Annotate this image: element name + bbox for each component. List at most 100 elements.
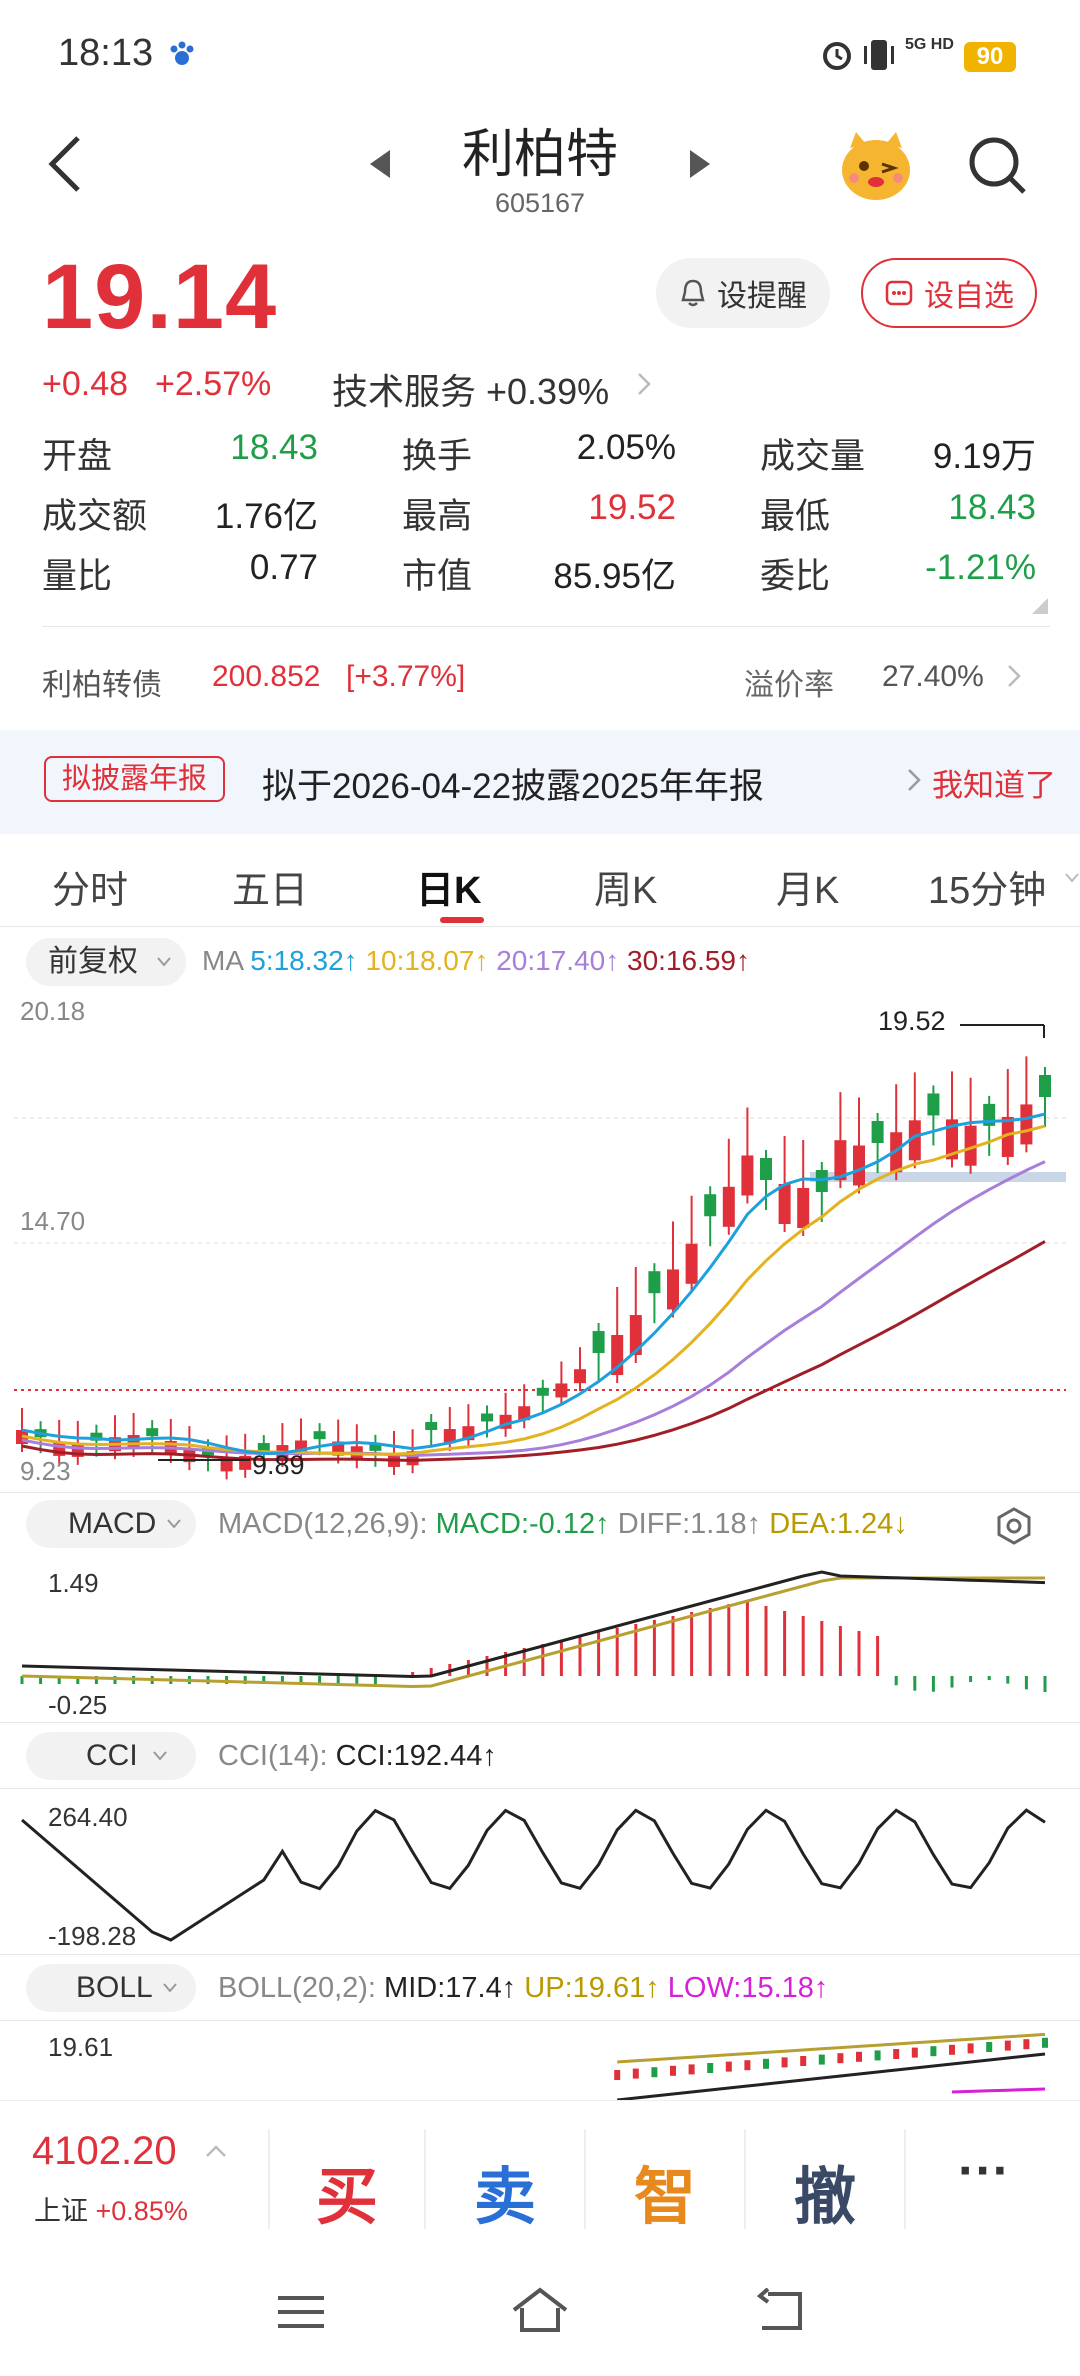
- prev-stock-icon[interactable]: [366, 148, 392, 180]
- ma5-value: 5:18.32↑: [250, 945, 358, 976]
- tab-0[interactable]: 分时: [52, 870, 129, 912]
- macd-bar: [727, 1604, 731, 1676]
- candle: [1001, 1116, 1014, 1157]
- price-zone-bar: [810, 1172, 1066, 1182]
- adjust-dropdown[interactable]: 前复权: [26, 938, 186, 986]
- macd-bar: [745, 1600, 749, 1676]
- stat-label: 开盘: [42, 437, 113, 476]
- home-icon[interactable]: [510, 2286, 570, 2336]
- macd-chart[interactable]: 1.49 -0.25: [0, 1556, 1080, 1720]
- macd-bar: [504, 1652, 508, 1676]
- chevron-right-icon: [638, 373, 651, 395]
- macd-bar: [783, 1611, 787, 1676]
- boll-dropdown[interactable]: BOLL: [26, 1964, 196, 2012]
- boll-chart[interactable]: 19.61: [0, 2022, 1080, 2100]
- high-marker: 19.52: [878, 1006, 946, 1036]
- macd-bar: [671, 1616, 675, 1676]
- tab-3[interactable]: 周K: [594, 870, 658, 912]
- candle: [667, 1269, 679, 1310]
- set-alert-button[interactable]: 设提醒: [656, 258, 830, 328]
- back-nav-icon[interactable]: [754, 2288, 808, 2334]
- sell-button[interactable]: 卖: [474, 2163, 537, 2232]
- candle: [853, 1145, 865, 1186]
- boll-candle: [967, 2043, 974, 2054]
- battery-level: 90: [964, 42, 1016, 72]
- boll-candle: [930, 2046, 937, 2057]
- boll-candle: [1023, 2039, 1030, 2050]
- boll-candle: [670, 2065, 676, 2076]
- stat-value: 18.43: [230, 428, 318, 467]
- sector-link[interactable]: 技术服务 +0.39%: [332, 371, 610, 412]
- boll-candle: [986, 2042, 993, 2052]
- candle: [648, 1271, 661, 1294]
- kline-chart[interactable]: 20.18 14.70 9.23 19.52 9.89: [0, 990, 1080, 1490]
- cci-chart[interactable]: 264.40 -198.28: [0, 1790, 1080, 1952]
- bond-price: 200.852: [212, 660, 321, 693]
- macd-bar: [559, 1640, 563, 1676]
- macd-bar: [690, 1612, 694, 1676]
- macd-bar: [597, 1632, 601, 1676]
- macd-bar: [336, 1676, 340, 1684]
- boll-candle: [707, 2063, 714, 2073]
- stat-value: 19.52: [588, 488, 676, 527]
- tab-1[interactable]: 五日: [232, 870, 309, 912]
- alarm-icon: [823, 42, 851, 70]
- macd-bar: [615, 1628, 619, 1676]
- macd-bar: [894, 1676, 898, 1686]
- notice-tag: 拟披露年报: [44, 756, 226, 802]
- cancel-order-button[interactable]: 撤: [794, 2163, 857, 2232]
- macd-bar: [1043, 1676, 1047, 1692]
- menu-icon[interactable]: [276, 2292, 326, 2332]
- back-icon[interactable]: [44, 134, 84, 194]
- candle: [313, 1431, 326, 1440]
- macd-bar: [1024, 1676, 1028, 1690]
- ma30-line: [21, 1240, 1046, 1462]
- settings-icon[interactable]: [994, 1506, 1034, 1546]
- expand-corner-icon[interactable]: [1032, 598, 1048, 614]
- candle: [741, 1155, 754, 1196]
- tab-4[interactable]: 月K: [776, 870, 840, 912]
- boll-y-top: 19.61: [48, 2032, 113, 2062]
- macd-bar: [950, 1676, 954, 1688]
- cci-dropdown[interactable]: CCI: [26, 1732, 196, 1780]
- candle: [629, 1315, 642, 1356]
- chevron-down-icon[interactable]: [1064, 872, 1080, 884]
- macd-dropdown[interactable]: MACD: [26, 1500, 196, 1548]
- macd-bar: [355, 1676, 359, 1684]
- macd-bar: [913, 1676, 917, 1691]
- y-axis-bottom: 9.23: [20, 1456, 71, 1486]
- bond-change: [+3.77%]: [346, 660, 466, 693]
- macd-bar: [39, 1676, 43, 1684]
- candle: [146, 1428, 159, 1437]
- boll-candle: [632, 2068, 639, 2079]
- macd-bar: [20, 1676, 24, 1684]
- search-icon[interactable]: [966, 134, 1030, 198]
- next-stock-icon[interactable]: [688, 148, 714, 180]
- chevron-up-icon[interactable]: [204, 2143, 228, 2159]
- tab-2[interactable]: 日K: [416, 870, 482, 912]
- index-value[interactable]: 4102.20: [32, 2129, 177, 2173]
- candle: [257, 1443, 270, 1452]
- bond-name[interactable]: 利柏转债: [42, 669, 162, 702]
- more-button[interactable]: ···: [958, 2142, 1010, 2200]
- stock-name: 利柏特: [461, 126, 618, 184]
- mascot-icon[interactable]: [836, 128, 916, 204]
- smart-button[interactable]: 智: [634, 2163, 697, 2232]
- network-indicator: 5G HD: [905, 36, 954, 53]
- trade-bar: 4102.20 上证 +0.85% 买 卖 智 撤 ···: [0, 2100, 1080, 2260]
- stat-label: 成交额: [42, 497, 148, 536]
- stat-value: -1.21%: [925, 548, 1036, 587]
- macd-bar: [969, 1676, 973, 1682]
- boll-candle: [781, 2057, 788, 2068]
- notice-dismiss[interactable]: 我知道了: [932, 768, 1056, 803]
- boll-up-line: [617, 2032, 1046, 2064]
- candle: [1039, 1075, 1051, 1098]
- chevron-down-icon: [163, 1983, 177, 1993]
- macd-bar: [299, 1676, 303, 1684]
- add-watchlist-button[interactable]: 设自选: [861, 258, 1037, 328]
- tab-5[interactable]: 15分钟: [928, 870, 1047, 912]
- watchlist-icon: [885, 280, 913, 306]
- buy-button[interactable]: 买: [316, 2163, 379, 2232]
- boll-mid-line: [617, 2052, 1046, 2100]
- ma20-value: 20:17.40↑: [496, 945, 620, 976]
